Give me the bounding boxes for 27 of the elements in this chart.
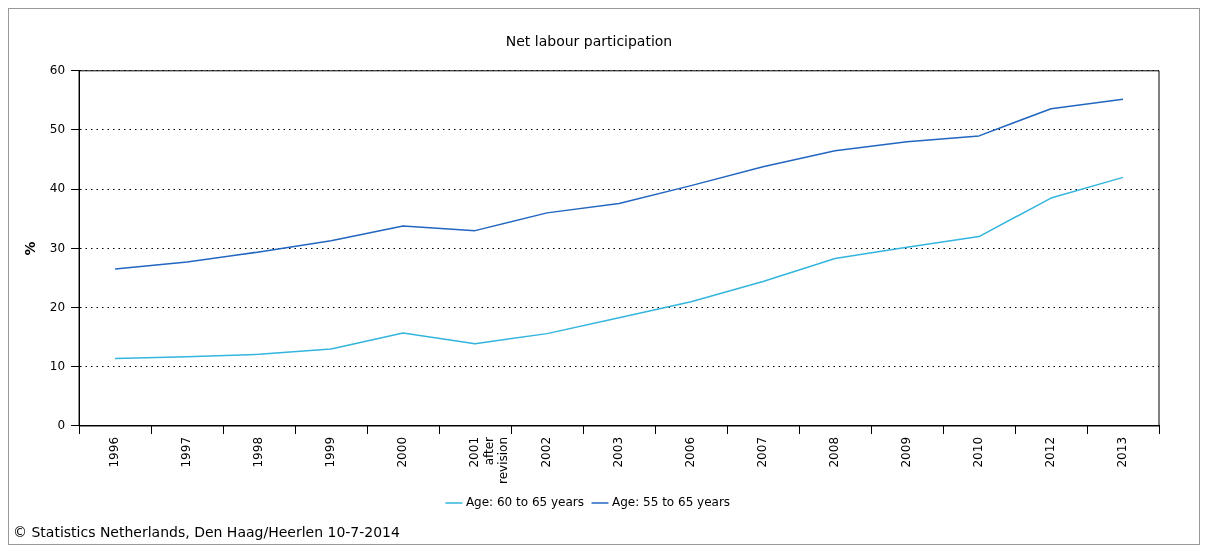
text: © Statistics Netherlands, Den Haag/Heerlen 10-7-2014	[12, 524, 401, 542]
x-tick-label: 1996	[107, 436, 122, 468]
x-tick-label: 2008	[827, 436, 842, 468]
y-tick-label: 0	[57, 418, 66, 433]
y-tick-label: 40	[49, 181, 66, 196]
x-tick-label: 2009	[899, 436, 914, 468]
x-tick-label: 2012	[1043, 436, 1058, 468]
y-tick-label: 50	[49, 122, 66, 137]
x-tick-label: 2013	[1115, 436, 1130, 468]
chart-title: Net labour participation	[505, 33, 673, 50]
y-axis-title: %	[22, 241, 39, 256]
x-tick-label: 2007	[755, 436, 770, 468]
legend-label: Age: 55 to 65 years	[612, 495, 731, 510]
legend-label: Age: 60 to 65 years	[465, 495, 585, 510]
x-tick-label: 1998	[251, 436, 266, 468]
y-tick-label: 20	[49, 299, 66, 314]
y-tick-label: 30	[49, 240, 66, 255]
x-tick-label: 1997	[179, 436, 194, 468]
x-tick-label: 2010	[971, 436, 986, 468]
x-tick-label: 2000	[395, 436, 410, 468]
y-tick-label: 10	[49, 358, 66, 373]
x-tick-label: 2001 after revision	[467, 436, 510, 485]
x-tick-label: 1999	[323, 436, 338, 468]
x-tick-label: 2002	[539, 436, 554, 468]
y-tick-label: 60	[49, 62, 66, 77]
x-tick-label: 2003	[611, 436, 626, 468]
x-tick-label: 2006	[683, 436, 698, 468]
